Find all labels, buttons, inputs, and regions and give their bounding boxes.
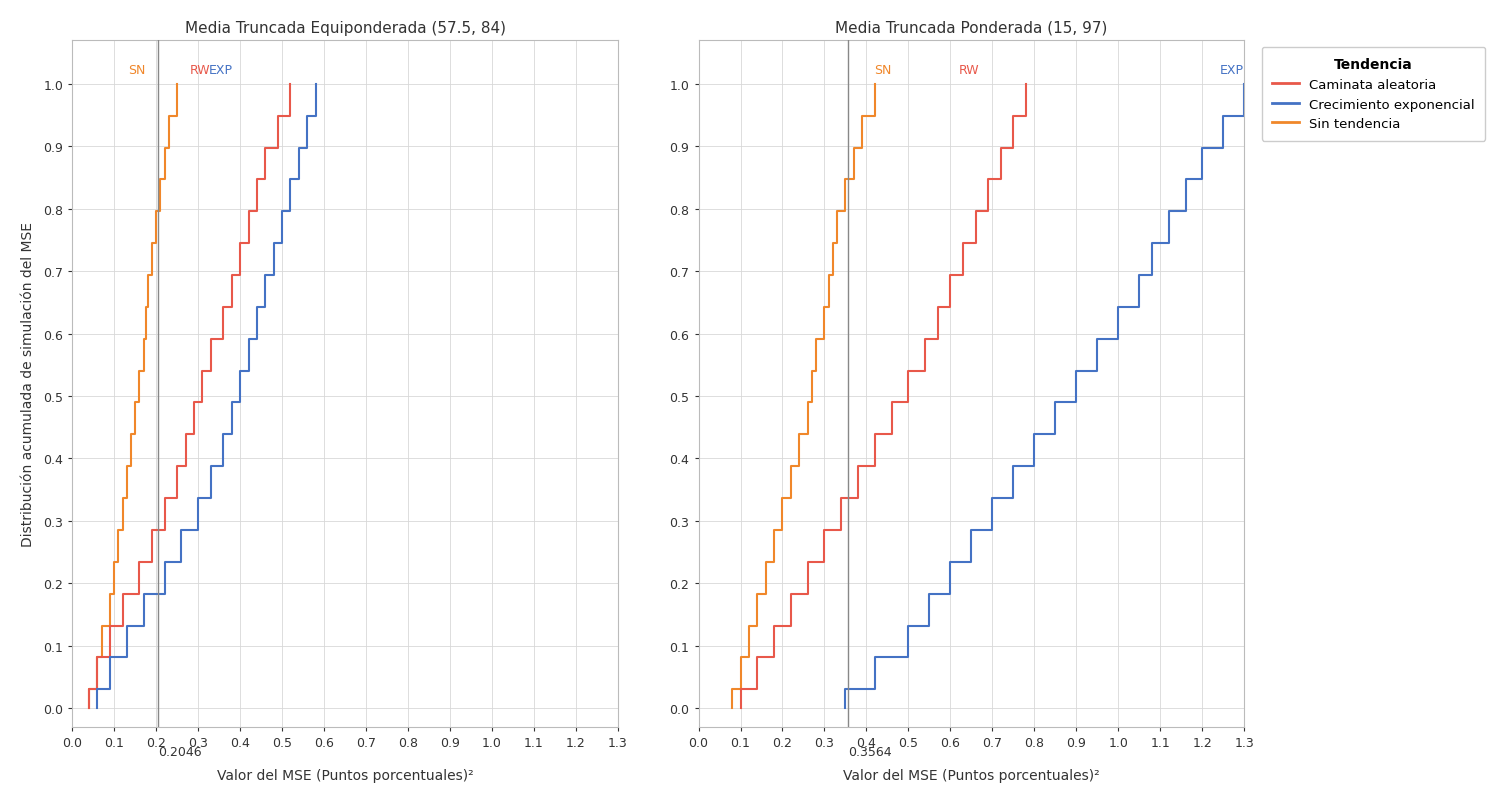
Text: 0.3564: 0.3564 <box>848 745 892 759</box>
Y-axis label: Distribución acumulada de simulación del MSE: Distribución acumulada de simulación del… <box>21 222 35 546</box>
Text: RW: RW <box>190 63 211 76</box>
Text: SN: SN <box>128 63 146 76</box>
Text: EXP: EXP <box>209 63 233 76</box>
Text: RW: RW <box>959 63 979 76</box>
Text: SN: SN <box>875 63 892 76</box>
X-axis label: Valor del MSE (Puntos porcentuales)²: Valor del MSE (Puntos porcentuales)² <box>843 768 1099 782</box>
Text: EXP: EXP <box>1220 63 1244 76</box>
Title: Media Truncada Ponderada (15, 97): Media Truncada Ponderada (15, 97) <box>836 21 1107 36</box>
Title: Media Truncada Equiponderada (57.5, 84): Media Truncada Equiponderada (57.5, 84) <box>185 21 506 36</box>
Text: 0.2046: 0.2046 <box>158 745 202 759</box>
X-axis label: Valor del MSE (Puntos porcentuales)²: Valor del MSE (Puntos porcentuales)² <box>217 768 473 782</box>
Legend: Caminata aleatoria, Crecimiento exponencial, Sin tendencia: Caminata aleatoria, Crecimiento exponenc… <box>1262 47 1485 141</box>
